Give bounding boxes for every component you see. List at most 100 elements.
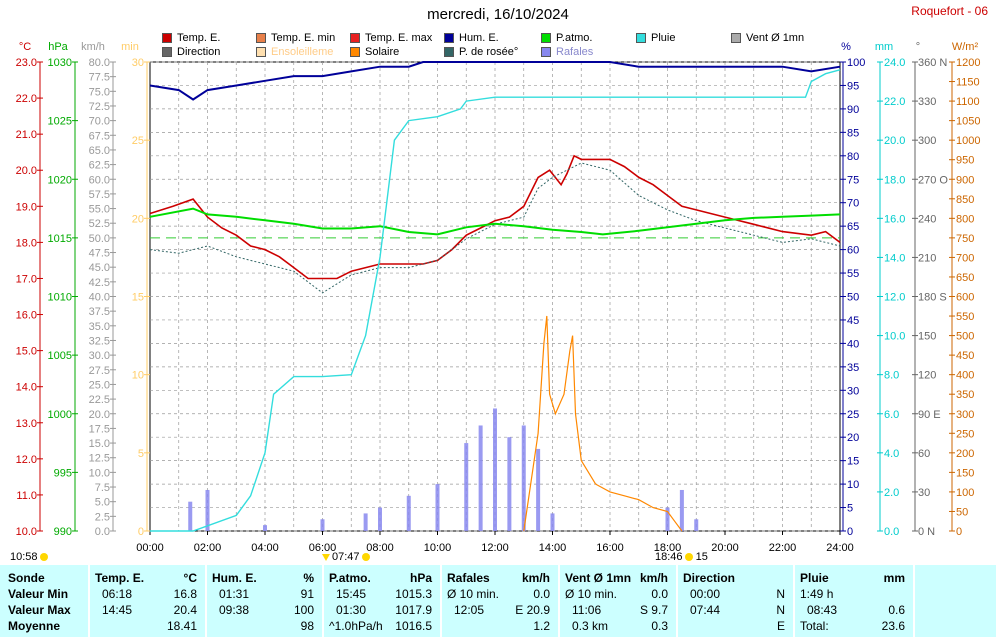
sunrise-label: 07:47 xyxy=(332,551,360,563)
rain-unit-label: mm xyxy=(875,41,893,53)
direction-min: N xyxy=(776,587,785,601)
temp-tick-label: 12.0 xyxy=(16,454,37,466)
patmo-min-time: 15:45 xyxy=(336,587,367,601)
rain-tick-label: 14.0 xyxy=(884,252,905,264)
wind-tick-label: 32.5 xyxy=(89,335,110,347)
station-link[interactable]: Roquefort - 06 xyxy=(911,4,988,18)
chart-title: mercredi, 16/10/2024 xyxy=(427,6,569,23)
temp-tick-label: 11.0 xyxy=(16,490,37,502)
legend-item: Direction xyxy=(162,46,220,58)
solar-tick-label: 1100 xyxy=(956,96,980,108)
solar-tick-label: 300 xyxy=(956,409,974,421)
legend-item: P. de rosée° xyxy=(444,46,518,58)
solar-tick-label: 650 xyxy=(956,272,974,284)
weather-chart: 00:00 02:00 04:00 06:00 08:00 10:00 12:00 14:00… xyxy=(16,41,981,554)
wind-tick-label: 37.5 xyxy=(89,306,110,318)
wind-tick-label: 35.0 xyxy=(89,321,110,333)
legend-swatch xyxy=(256,47,266,57)
hum-max: 100 xyxy=(293,603,314,617)
temp-tick-label: 18.0 xyxy=(16,237,37,249)
legend-label: Hum. E. xyxy=(459,32,499,44)
pluie-max: 0.6 xyxy=(888,603,905,617)
wind-tick-label: 20.0 xyxy=(89,409,110,421)
temp-tick-label: 17.0 xyxy=(16,273,37,285)
rain-tick-label: 2.0 xyxy=(884,487,899,499)
gust-bar xyxy=(694,519,699,531)
wind-tick-label: 12.5 xyxy=(89,453,110,465)
legend-label: Direction xyxy=(177,46,221,58)
vent-min: 0.0 xyxy=(651,587,668,601)
rain-tick-label: 18.0 xyxy=(884,174,905,186)
wind-tick-label: 25.0 xyxy=(89,379,110,391)
patmo-min: 1015.3 xyxy=(395,587,432,601)
legend-label: Temp. E. min xyxy=(271,32,336,44)
pluie-total-label: Total: xyxy=(800,619,829,633)
temp-tick-label: 21.0 xyxy=(16,129,37,141)
sunshine-tick-label: 20 xyxy=(132,213,144,225)
legend-label: Temp. E. max xyxy=(365,32,433,44)
humidity-tick-label: 75 xyxy=(847,174,859,186)
chart-lines xyxy=(149,61,841,532)
direction-tick-label: 120 xyxy=(918,370,936,382)
rain-tick-label: 8.0 xyxy=(884,370,899,382)
hum-unit: % xyxy=(303,571,314,585)
wind-tick-label: 77.5 xyxy=(89,72,110,84)
gust-bar xyxy=(536,448,541,531)
x-tick-label: 18:00 xyxy=(654,542,682,554)
wind-tick-label: 15.0 xyxy=(89,438,110,450)
humidity-tick-label: 20 xyxy=(847,432,859,444)
solar-tick-label: 900 xyxy=(956,174,974,186)
legend-item: Temp. E. min xyxy=(256,32,335,44)
series-line-hum-e- xyxy=(149,61,841,101)
pluie-duration: 1:49 h xyxy=(800,587,834,601)
vent-max-time: 11:06 xyxy=(572,603,602,617)
sunrise-sun-icon xyxy=(361,553,370,562)
temp-tick-label: 13.0 xyxy=(16,418,37,430)
sunshine-tick-label: 30 xyxy=(132,57,144,69)
solar-tick-label: 750 xyxy=(956,233,974,245)
legend-label: Solaire xyxy=(365,46,400,58)
rain-tick-label: 4.0 xyxy=(884,448,899,460)
pluie-unit: mm xyxy=(883,571,905,585)
series-line-temp-e- xyxy=(149,154,841,280)
direction-tick-label: 30 xyxy=(918,487,930,499)
legend-item: Rafales xyxy=(541,46,593,58)
legend-item: Ensoleilleme xyxy=(256,46,333,58)
humidity-tick-label: 10 xyxy=(847,479,859,491)
humidity-tick-label: 70 xyxy=(847,198,859,210)
rain-tick-label: 6.0 xyxy=(884,409,899,421)
legend-label: P. de rosée° xyxy=(459,46,519,58)
legend-item: P.atmo. xyxy=(541,32,593,44)
wind-tick-label: 60.0 xyxy=(89,174,110,186)
series-line-solaire xyxy=(523,315,683,532)
gust-bar xyxy=(188,501,193,531)
legend-swatch xyxy=(731,33,741,43)
gust-bar xyxy=(378,507,382,531)
summary-row-labels: Sonde Valeur Min Valeur Max Moyenne xyxy=(0,565,90,637)
direction-tick-label: 90 E xyxy=(918,409,941,421)
sun-icon xyxy=(39,553,48,562)
solar-tick-label: 850 xyxy=(956,194,974,206)
legend-label: Pluie xyxy=(651,32,676,44)
pluie-max-time: 08:43 xyxy=(807,603,838,617)
series-line-p-atmo- xyxy=(149,207,841,236)
legend-swatch xyxy=(256,33,266,43)
wind-tick-label: 2.5 xyxy=(95,511,110,523)
wind-tick-label: 42.5 xyxy=(89,277,110,289)
temp-max: 20.4 xyxy=(173,603,197,617)
sun-left: 10:58 xyxy=(10,551,48,563)
vent-unit: km/h xyxy=(639,571,668,585)
sunset-label: 18:46 xyxy=(655,551,683,563)
row-label-sonde: Sonde xyxy=(8,571,45,585)
wind-tick-label: 5.0 xyxy=(95,497,110,509)
direction-tick-label: 240 xyxy=(918,213,936,225)
x-tick-label: 20:00 xyxy=(711,542,739,554)
sunset-sun-icon xyxy=(684,553,693,562)
legend-label: P.atmo. xyxy=(556,32,593,44)
solar-tick-label: 950 xyxy=(956,155,974,167)
temp-tick-label: 19.0 xyxy=(16,201,37,213)
solar-tick-label: 600 xyxy=(956,292,974,304)
patmo-max-time: 01:30 xyxy=(336,603,367,617)
humidity-tick-label: 0 xyxy=(847,526,853,538)
temp-max-time: 14:45 xyxy=(102,603,133,617)
